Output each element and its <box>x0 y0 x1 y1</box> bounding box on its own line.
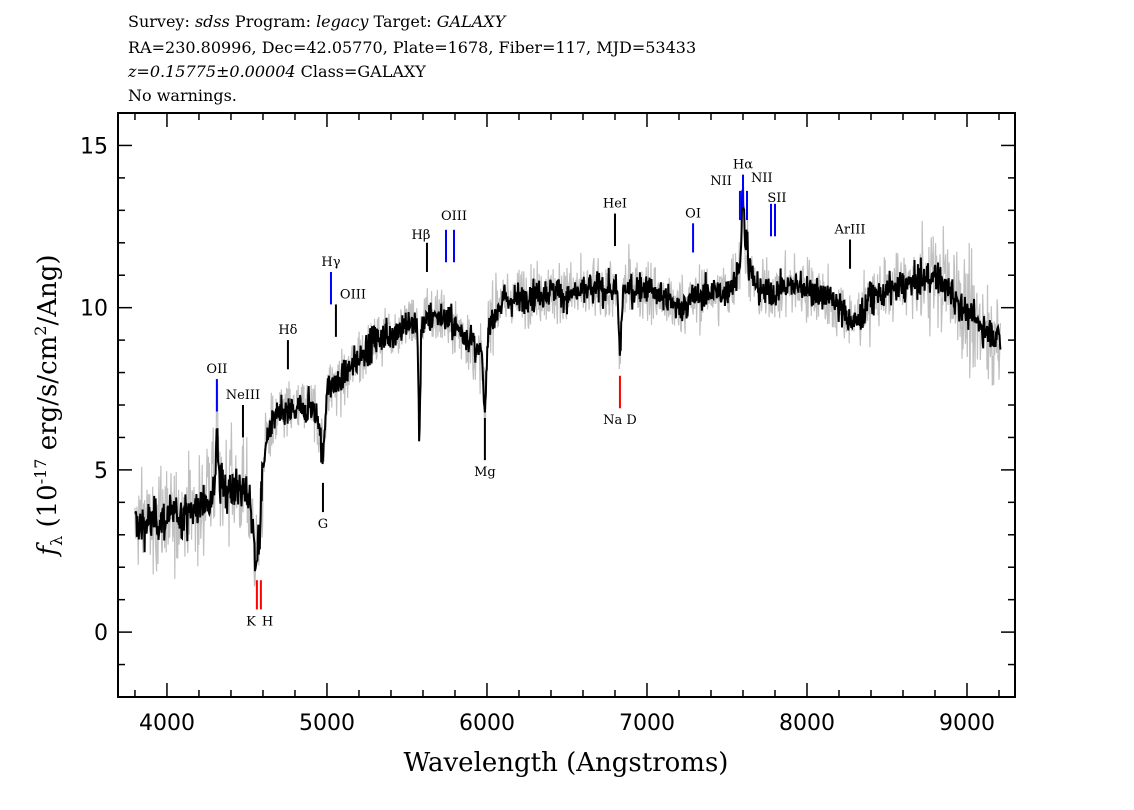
line-marker: Hβ <box>412 228 431 272</box>
y-label-pre: (10 <box>33 484 63 536</box>
line-marker: OIII <box>441 209 467 263</box>
line-marker: OII <box>206 362 227 412</box>
y-label-sup1: -17 <box>31 459 50 485</box>
y-label-mid: erg/s/cm <box>33 336 63 459</box>
x-tick-label: 7000 <box>619 711 675 736</box>
line-marker-label: G <box>318 517 328 532</box>
line-marker: SII <box>767 191 787 237</box>
y-label-sup2: 2 <box>31 326 50 336</box>
line-marker-label: K <box>246 614 256 629</box>
line-marker: H <box>259 580 273 629</box>
line-marker-label: OII <box>206 362 227 377</box>
x-tick-label: 9000 <box>939 711 995 736</box>
line-marker-label: HeI <box>603 197 627 212</box>
line-marker: G <box>318 482 328 532</box>
x-tick-label: 6000 <box>459 711 515 736</box>
line-marker-label: OI <box>685 206 701 221</box>
header-line-3: z=0.15775±0.00004 Class=GALAXY <box>128 62 426 82</box>
line-marker-label: Mg <box>474 465 496 480</box>
line-marker: NII <box>710 174 741 221</box>
target-label: Target: <box>373 12 432 31</box>
line-marker-label: Hβ <box>412 228 431 243</box>
flux-layer <box>134 189 1002 572</box>
header-line-1: Survey: sdss Program: legacy Target: GAL… <box>128 12 505 32</box>
class: Class=GALAXY <box>300 62 426 81</box>
line-marker: Hα <box>733 158 753 208</box>
program-label: Program: <box>234 12 311 31</box>
header-line-4: No warnings. <box>128 86 237 105</box>
target-value: GALAXY <box>436 12 506 31</box>
line-marker: NII <box>745 171 773 221</box>
line-marker: Mg <box>474 417 496 480</box>
line-marker: Hδ <box>278 323 298 370</box>
redshift: z=0.15775±0.00004 <box>128 62 296 81</box>
x-axis-label: Wavelength (Angstroms) <box>404 748 729 778</box>
line-marker-label: NeIII <box>226 388 260 403</box>
x-tick-label: 4000 <box>139 711 195 736</box>
y-tick-label: 15 <box>80 134 108 159</box>
y-tick-label: 10 <box>80 297 108 322</box>
line-marker: OIII <box>334 287 366 337</box>
line-marker: OI <box>685 206 701 253</box>
y-label-sub: λ <box>47 536 66 546</box>
header-line-2: RA=230.80996, Dec=42.05770, Plate=1678, … <box>128 38 697 57</box>
y-axis-label: fλ (10-17 erg/s/cm2/Ang) <box>31 254 66 557</box>
line-marker-label: SII <box>767 191 786 206</box>
line-marker: HeI <box>603 197 627 247</box>
flux-series <box>134 189 1002 572</box>
line-marker: ArIII <box>834 223 866 269</box>
error-band-layer <box>134 187 1001 587</box>
plot-frame <box>117 112 1016 698</box>
y-label-post: /Ang) <box>33 254 63 325</box>
line-marker-label: Na D <box>603 413 637 428</box>
line-marker-label: Hγ <box>321 255 340 270</box>
line-marker-label: NII <box>710 174 732 189</box>
line-marker-label: Hδ <box>278 323 297 338</box>
line-marker: Hγ <box>321 255 341 305</box>
axis-ticks: 4000 5000 6000 7000 8000 9000 0 5 10 15 <box>80 112 1015 736</box>
line-marker-label: OIII <box>340 287 366 302</box>
line-marker-label: NII <box>751 171 773 186</box>
y-tick-label: 5 <box>94 459 108 484</box>
error-band-series <box>134 187 1001 587</box>
y-tick-label: 0 <box>94 621 108 646</box>
program-value: legacy <box>316 12 369 31</box>
line-marker: NeIII <box>226 388 260 438</box>
line-marker-label: Hα <box>733 158 753 173</box>
line-marker-label: OIII <box>441 209 467 224</box>
survey-label: Survey: <box>128 12 190 31</box>
line-marker: Na D <box>603 375 637 428</box>
x-tick-label: 5000 <box>299 711 355 736</box>
line-marker-label: H <box>262 614 273 629</box>
line-marker-label: ArIII <box>834 223 866 238</box>
line-marker: K <box>246 580 258 629</box>
x-tick-label: 8000 <box>779 711 835 736</box>
survey-value: sdss <box>194 12 230 31</box>
